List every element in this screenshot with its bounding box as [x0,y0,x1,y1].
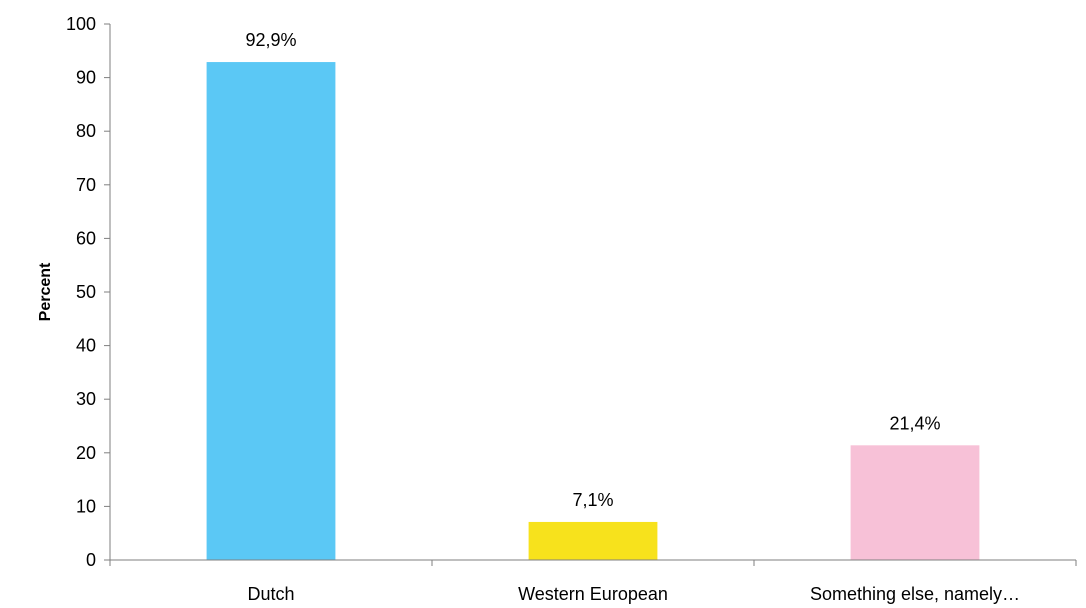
y-tick-label: 40 [76,336,96,356]
data-label: 21,4% [889,413,940,433]
x-category-label: Dutch [247,584,294,604]
x-category-label: Something else, namely… [810,584,1020,604]
bars-group [206,62,980,560]
bar [850,445,980,560]
y-tick-label: 0 [86,550,96,570]
x-category-label: Western European [518,584,668,604]
y-tick-label: 90 [76,68,96,88]
y-tick-label: 10 [76,496,96,516]
y-tick-label: 50 [76,282,96,302]
data-label: 7,1% [572,490,613,510]
bar [206,62,336,560]
data-label: 92,9% [245,30,296,50]
y-tick-label: 70 [76,175,96,195]
y-tick-label: 30 [76,389,96,409]
y-axis: 0 10 20 30 40 50 60 70 80 90 100 [66,14,111,570]
y-tick-label: 20 [76,443,96,463]
y-tick-label: 100 [66,14,96,34]
y-axis-title: Percent [37,262,54,321]
y-tick-label: 60 [76,228,96,248]
y-tick-label: 80 [76,121,96,141]
data-labels-group: 92,9% 7,1% 21,4% [245,30,940,510]
bar [528,521,658,560]
x-axis: Dutch Western European Something else, nam… [109,559,1077,604]
